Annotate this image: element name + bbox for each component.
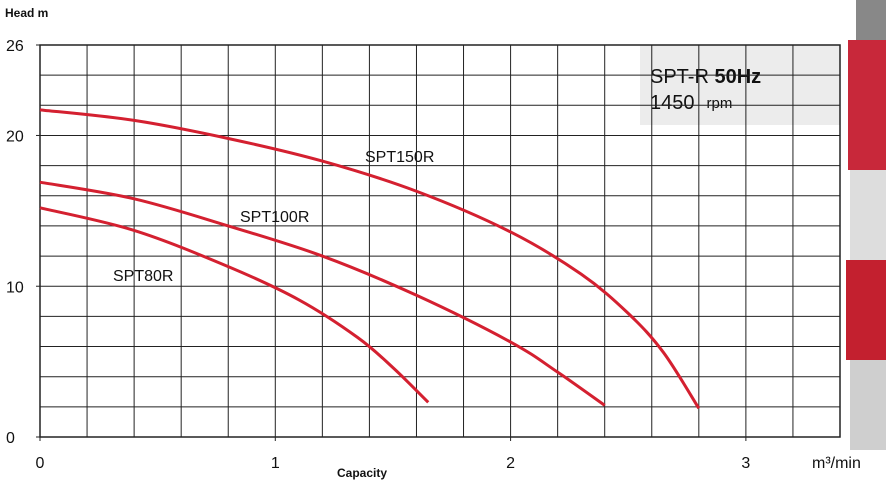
info-box xyxy=(640,45,840,125)
model-info: SPT-R 50Hz xyxy=(650,66,761,88)
curve xyxy=(39,108,701,410)
curve-label: SPT100R xyxy=(240,209,309,226)
y-tick-label: 0 xyxy=(6,430,15,447)
y-tick-label: 10 xyxy=(6,279,24,296)
speed-info: 1450 rpm xyxy=(650,92,732,114)
y-axis-label: Head m xyxy=(5,6,48,20)
y-tick-label: 20 xyxy=(6,129,24,146)
x-tick-label: 3 xyxy=(741,455,750,472)
x-unit: m³/min xyxy=(812,455,861,472)
plot-frame xyxy=(39,44,841,438)
curve xyxy=(39,206,430,404)
x-tick-label: 1 xyxy=(271,455,280,472)
curve xyxy=(39,180,606,407)
x-axis-label: Capacity xyxy=(337,466,387,480)
x-tick-label: 0 xyxy=(36,455,45,472)
x-tick-label: 2 xyxy=(506,455,515,472)
curve-label: SPT150R xyxy=(365,149,434,166)
y-tick-label: 26 xyxy=(6,38,24,55)
curve-label: SPT80R xyxy=(113,268,173,285)
pump-photo xyxy=(846,0,886,450)
